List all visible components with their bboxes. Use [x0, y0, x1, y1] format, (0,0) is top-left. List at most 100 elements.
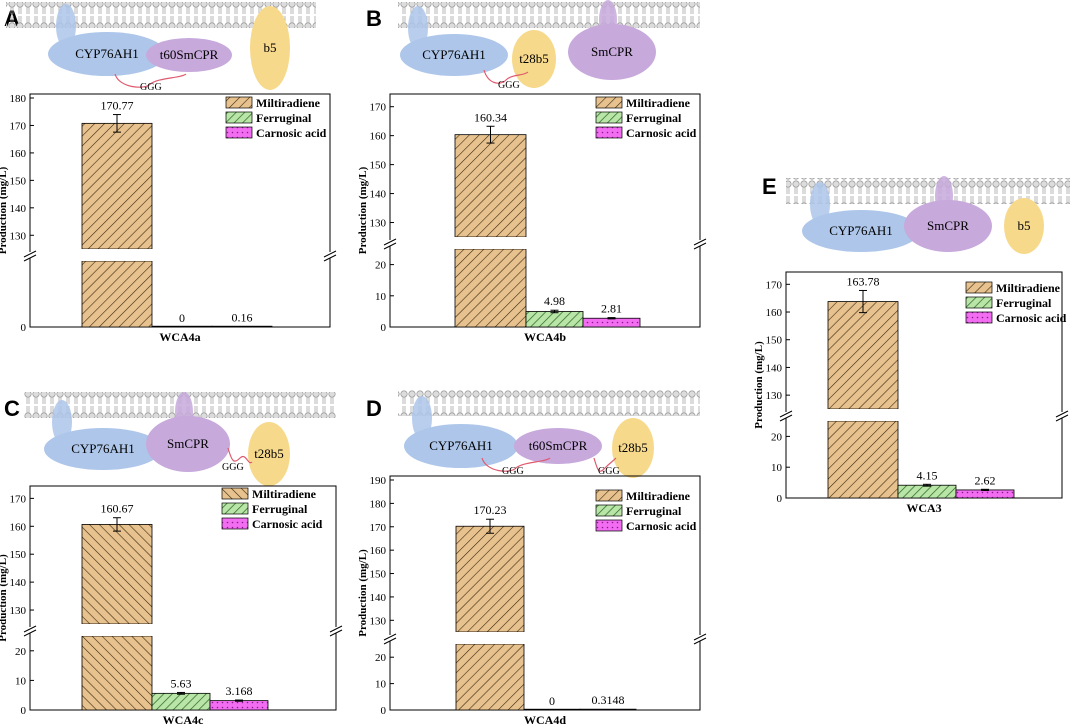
y-axis-label: Production (mg/L) — [357, 549, 369, 637]
protein-t60smcpr: t60SmCPR — [514, 428, 602, 464]
axis-break-mark — [23, 254, 37, 262]
y-tick-label: 150 — [10, 549, 27, 561]
panel-label: D — [366, 396, 382, 421]
y-tick-label: 0 — [381, 322, 387, 334]
bar-chart: 130 140 150 160 170 0 10 20 Production (mg/L) 163… — [753, 271, 1069, 515]
y-tick-label: 140 — [370, 189, 387, 201]
protein-shape — [248, 422, 290, 486]
y-tick-label: 150 — [10, 175, 27, 187]
y-tick-label: 190 — [370, 475, 387, 487]
legend-label: Ferruginal — [626, 504, 682, 518]
bar-miltiradiene — [81, 635, 153, 711]
y-tick-label: 0 — [21, 705, 27, 717]
linker-label: GGG — [140, 82, 162, 93]
bar-break-gap — [827, 409, 899, 421]
axis-break-gap — [330, 627, 342, 633]
protein-name: CYP76AH1 — [75, 46, 139, 61]
axis-break-mark — [1055, 414, 1069, 422]
bar-ferruginal — [525, 311, 584, 328]
y-tick-label: 130 — [766, 390, 783, 402]
axis-break-mark — [693, 637, 707, 645]
x-category-label: WCA4d — [524, 713, 566, 727]
legend-label: Miltiradiene — [626, 489, 691, 503]
y-tick-label: 160 — [10, 521, 27, 533]
protein-t60smcpr: t60SmCPR — [146, 38, 232, 72]
protein-name: t28b5 — [519, 51, 549, 66]
protein-t28b5: t28b5 — [512, 30, 556, 88]
bar-break-gap — [455, 632, 525, 644]
y-tick-label: 130 — [370, 615, 387, 627]
panel-d: D CYP76AH1 t60SmCPR t28b5 GGG GGG 130 140 150 160… — [357, 390, 707, 727]
y-tick-label: 160 — [10, 148, 27, 160]
y-tick-label: 130 — [370, 218, 387, 230]
legend-label: Miltiradiene — [996, 281, 1061, 295]
legend-label: Carnosic acid — [626, 126, 697, 140]
legend-label: Carnosic acid — [996, 311, 1067, 325]
bar-miltiradiene-upper — [827, 301, 899, 410]
panel-label: E — [762, 174, 777, 199]
panel-a: ACYP76AH1t60SmCPRb5GGG130140150160170180… — [0, 2, 337, 344]
y-tick-label: 0 — [21, 322, 27, 334]
bar-ferruginal — [151, 692, 211, 711]
legend-label: Carnosic acid — [256, 126, 327, 140]
protein-name: b5 — [1018, 218, 1031, 233]
legend-label: Ferruginal — [252, 502, 308, 516]
y-tick-label: 170 — [370, 102, 387, 114]
ggg-linker — [227, 447, 253, 464]
protein-name: CYP76AH1 — [71, 441, 135, 456]
protein-name: CYP76AH1 — [422, 47, 486, 62]
ggg-linker — [593, 457, 617, 472]
protein-shape — [44, 428, 162, 470]
linker-label: GGG — [498, 80, 520, 91]
panel-label: C — [4, 396, 20, 421]
protein-name: t60SmCPR — [529, 438, 588, 453]
data-label: 0.16 — [232, 311, 253, 325]
panel-b: B CYP76AH1 t28b5 SmCPR GGG 130 140 150 160 170 0 10… — [357, 0, 707, 344]
panel-c: C CYP76AH1 SmCPR t28b5 GGG 130 140 150 160 170 0 10… — [0, 392, 343, 727]
axis-break-mark — [693, 633, 707, 641]
x-category-label: WCA4b — [524, 330, 566, 344]
legend-swatch — [225, 126, 253, 139]
bar-miltiradiene-upper — [454, 134, 527, 238]
y-tick-label: 150 — [766, 335, 783, 347]
protein-name: b5 — [264, 40, 277, 55]
protein-shape — [404, 424, 518, 468]
data-label: 0 — [549, 694, 555, 708]
y-tick-label: 140 — [10, 203, 27, 215]
legend-swatch — [595, 126, 623, 139]
legend-swatch — [965, 296, 993, 309]
legend-swatch — [225, 96, 253, 109]
protein-cyp76ah1: CYP76AH1 — [44, 400, 162, 470]
protein-cyp76ah1: CYP76AH1 — [802, 182, 920, 252]
bar-carnosic-acid — [579, 708, 637, 711]
y-tick-label: 130 — [10, 605, 27, 617]
protein-name: SmCPR — [167, 436, 209, 451]
axis-break-gap — [384, 240, 396, 246]
y-tick-label: 170 — [370, 522, 387, 534]
legend-label: Ferruginal — [996, 296, 1052, 310]
bar-carnosic-acid — [955, 489, 1015, 499]
data-label: 170.23 — [474, 503, 507, 517]
ggg-linker — [114, 73, 187, 88]
axis-break-gap — [694, 240, 706, 246]
y-tick-label: 10 — [771, 462, 783, 474]
legend-label: Ferruginal — [626, 111, 682, 125]
bar-break-gap — [454, 237, 527, 249]
panel-e: E CYP76AH1 SmCPR b5 130 140 150 160 170 0 10 20 Prod… — [753, 174, 1070, 515]
membrane-bilayer — [398, 390, 700, 416]
axis-break-gap — [24, 252, 36, 258]
y-tick-label: 180 — [10, 93, 27, 105]
linker-label: GGG — [502, 466, 524, 477]
protein-t28b5: t28b5 — [248, 422, 290, 486]
axis-break-mark — [329, 629, 343, 637]
y-tick-label: 20 — [375, 652, 387, 664]
legend-label: Miltiradiene — [252, 487, 317, 501]
axis-break-mark — [323, 250, 337, 258]
linker-label: GGG — [222, 462, 244, 473]
y-tick-label: 180 — [370, 498, 387, 510]
protein-name: t60SmCPR — [160, 47, 219, 62]
protein-name: SmCPR — [927, 218, 969, 233]
bar-miltiradiene — [81, 260, 153, 328]
